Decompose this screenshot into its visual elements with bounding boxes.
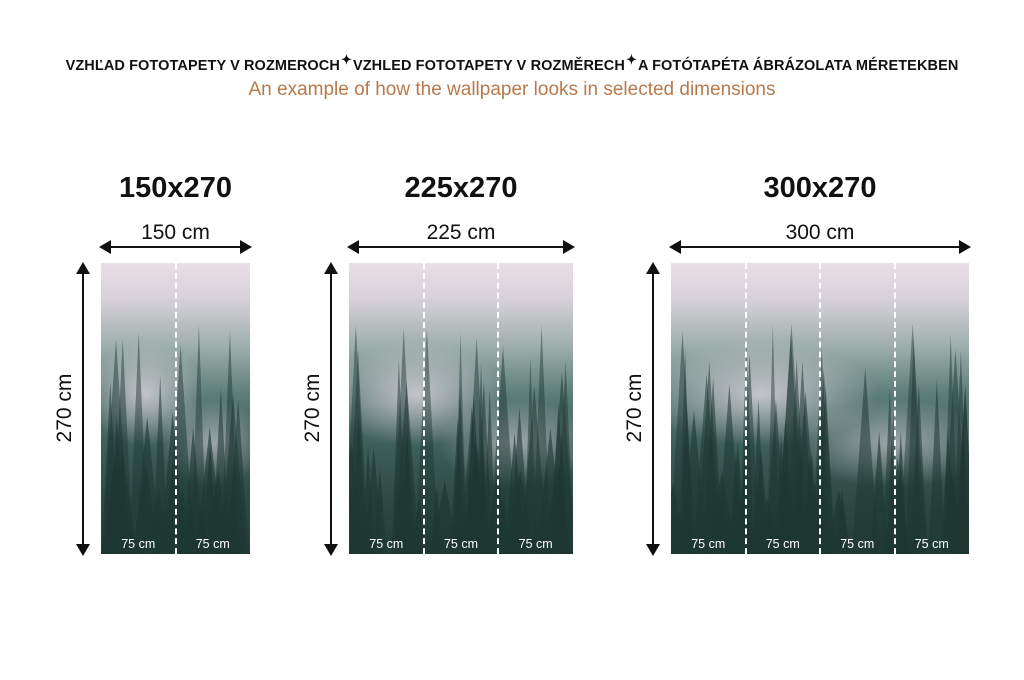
strip-width-label: 75 cm	[765, 537, 800, 551]
strip-width-label: 75 cm	[691, 537, 726, 551]
width-label: 150 cm	[141, 221, 210, 244]
strip-width-label: 75 cm	[369, 537, 404, 551]
height-label: 270 cm	[301, 373, 324, 443]
strip-width-label: 75 cm	[914, 537, 949, 551]
wallpaper-preview: 75 cm 75 cm 75 cm 75 cm	[671, 263, 969, 554]
header-subtitle: An example of how the wallpaper looks in…	[248, 79, 776, 100]
height-label: 270 cm	[53, 373, 76, 443]
title-cz: VZHLED FOTOTAPETY V ROZMĚRECH	[352, 58, 625, 74]
size-title: 225x270	[404, 172, 518, 204]
width-label: 300 cm	[785, 221, 855, 244]
height-label: 270 cm	[623, 373, 646, 443]
height-arrow-icon	[324, 262, 338, 556]
title-sk: VZHĽAD FOTOTAPETY V ROZMEROCH	[65, 58, 340, 74]
strip-width-label: 75 cm	[840, 537, 875, 551]
height-arrow-icon	[646, 262, 660, 556]
strip-seam	[744, 263, 747, 554]
forest-image	[671, 323, 969, 554]
width-arrow-icon	[347, 240, 575, 254]
strip-seam	[174, 263, 177, 554]
strip-width-label: 75 cm	[195, 537, 230, 551]
forest-image	[101, 324, 249, 554]
wallpaper-preview: 75 cm 75 cm 75 cm	[349, 263, 573, 554]
strip-width-label: 75 cm	[443, 537, 478, 551]
sparkle-icon: ✦	[340, 52, 352, 67]
width-label: 225 cm	[426, 221, 496, 244]
strip-seam	[497, 263, 500, 554]
strip-seam	[819, 263, 821, 554]
size-title: 300x270	[763, 172, 877, 204]
width-arrow-icon	[99, 240, 252, 254]
size-title: 150x270	[119, 172, 232, 204]
strip-width-label: 75 cm	[121, 537, 156, 551]
wallpaper-preview: 75 cm 75 cm	[101, 263, 250, 554]
width-arrow-icon	[669, 240, 971, 254]
strip-width-label: 75 cm	[518, 537, 553, 551]
forest-image	[349, 324, 573, 554]
strip-seam	[422, 263, 425, 554]
header-title: VZHĽAD FOTOTAPETY V ROZMEROCH✦VZHLED FOT…	[0, 52, 1024, 74]
title-hu: A FOTÓTAPÉTA ÁBRÁZOLATA MÉRETEKBEN	[637, 58, 959, 74]
sparkle-icon: ✦	[625, 52, 637, 67]
strip-seam	[893, 263, 896, 554]
height-arrow-icon	[76, 262, 90, 556]
